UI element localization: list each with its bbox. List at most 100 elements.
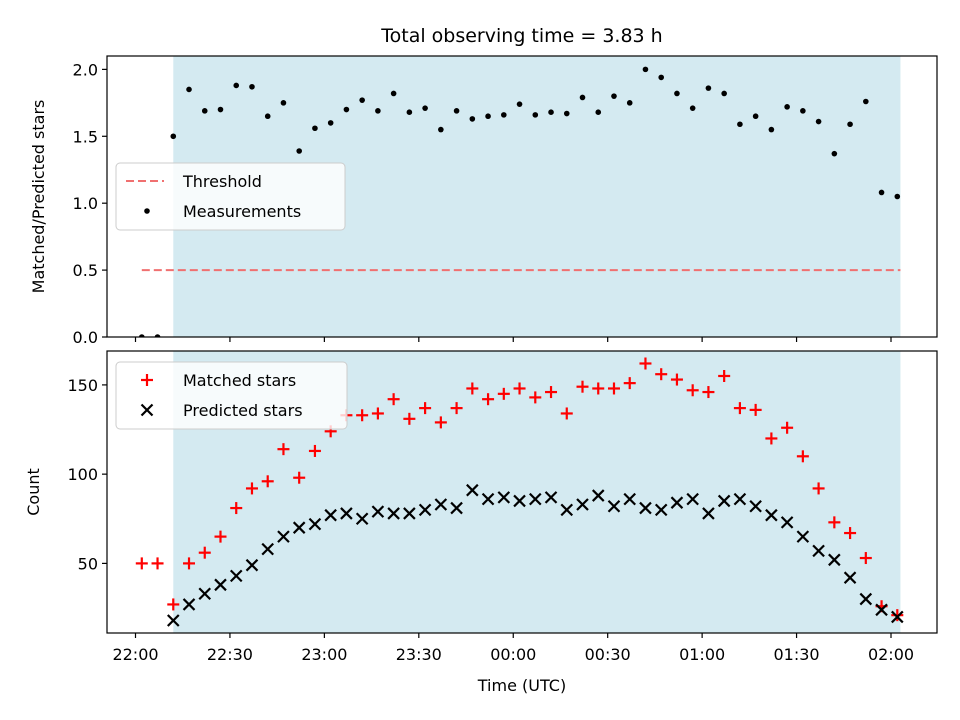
measurement-point [595,109,602,115]
measurement-point [563,110,570,117]
legend: Matched stars Predicted stars [115,361,348,430]
matched-stars-point [733,402,746,415]
matched-stars-point [151,557,164,570]
x-stroke-b [717,494,731,508]
x-stroke-b [418,503,432,517]
x-stroke-b [560,503,574,517]
axes-frame [106,55,938,338]
x-stroke-b [749,500,762,513]
matched-stars-point [828,516,841,529]
measurement-point [422,105,428,111]
matched-stars-point [308,444,321,457]
measurement-point [233,82,240,89]
measurement-point [438,126,444,133]
y-tick-label: 0.5 [73,261,98,280]
x-stroke-b [891,610,904,624]
y-tick-label: 100 [67,465,98,484]
x-tick-label: 01:00 [679,645,725,664]
predicted-stars-point [780,516,794,529]
x-stroke-b [639,501,652,515]
predicted-stars-point [733,492,747,506]
x-tick-label: 22:30 [207,645,253,664]
measurement-point [800,108,806,114]
x-stroke-b [859,592,873,606]
y-tick-label: 0.0 [73,328,98,347]
matched-stars-point [859,552,872,565]
x-stroke-b [828,553,841,567]
x-stroke-b [182,598,196,611]
x-stroke-b [591,489,605,502]
measurement-point [548,109,554,115]
measurement-point [501,112,507,118]
predicted-stars-point [749,500,762,513]
x-stroke-b [198,587,212,601]
measurement-point [815,118,822,125]
matched-stars-point [686,384,699,397]
x-tick-label: 00:00 [490,645,536,664]
predicted-stars-point [513,494,526,508]
x-stroke-b [796,530,810,543]
predicted-stars-point [639,501,652,515]
measurement-point [863,98,869,105]
x-stroke-b [324,508,337,522]
predicted-stars-point [765,508,778,522]
legend-entry-label: Predicted stars [183,401,303,420]
matched-stars-point [356,409,369,422]
x-stroke-b [544,491,558,504]
x-tick-label: 22:00 [112,645,158,664]
predicted-stars-point [450,501,463,515]
predicted-stars-point [843,571,857,584]
matched-stars-point [670,373,683,386]
x-tick-label: 23:30 [396,645,442,664]
x-stroke-b [292,521,306,534]
matched-stars-point [812,482,825,495]
matched-stars-point [513,382,526,395]
x-stroke-b [434,498,448,511]
x-stroke-b [261,542,274,556]
x-stroke-b [387,507,400,520]
matched-stars-point [592,382,605,395]
y-tick-label: 2.0 [73,60,98,79]
matched-stars-point [623,377,636,390]
matched-stars-point [529,391,542,404]
predicted-stars-point [576,498,589,511]
predicted-stars-point [623,492,637,506]
x-stroke-b [733,492,747,506]
predicted-stars-point [229,569,243,583]
measurement-point [264,113,271,120]
matched-stars-point [135,557,148,570]
x-tick-label: 02:00 [868,645,914,664]
x-stroke-b [765,508,778,522]
measurement-point [658,74,665,81]
predicted-stars-point [403,507,416,520]
measurement-point [689,105,696,111]
x-stroke-b [371,505,385,518]
predicted-stars-point [859,592,873,606]
x-tick-label: 00:30 [585,645,631,664]
x-stroke-b [843,571,857,584]
measurement-point [784,104,790,110]
measurement-point [768,126,775,133]
matched-stars-point [607,382,620,395]
x-tick-label: 01:30 [774,645,820,664]
matched-stars-point [277,443,290,456]
measurement-point [186,86,192,93]
measurement-point [296,148,302,154]
x-stroke-b [654,503,668,517]
matched-stars-point [655,368,668,381]
predicted-stars-point [466,483,479,497]
x-stroke-b [670,496,684,509]
chart-title: Total observing time = 3.83 h [380,25,662,47]
matched-stars-point [214,530,227,543]
predicted-stars-point [198,587,212,601]
predicted-stars-point [277,530,290,543]
measurement-point [674,90,680,97]
matched-stars-point [434,416,447,429]
x-stroke-b [403,507,416,520]
predicted-stars-point [308,517,322,531]
x-stroke-b [875,603,888,617]
measurement-point [831,150,838,157]
predicted-stars-point [891,610,904,624]
predicted-stars-point [529,492,542,506]
measurement-point [532,112,539,118]
